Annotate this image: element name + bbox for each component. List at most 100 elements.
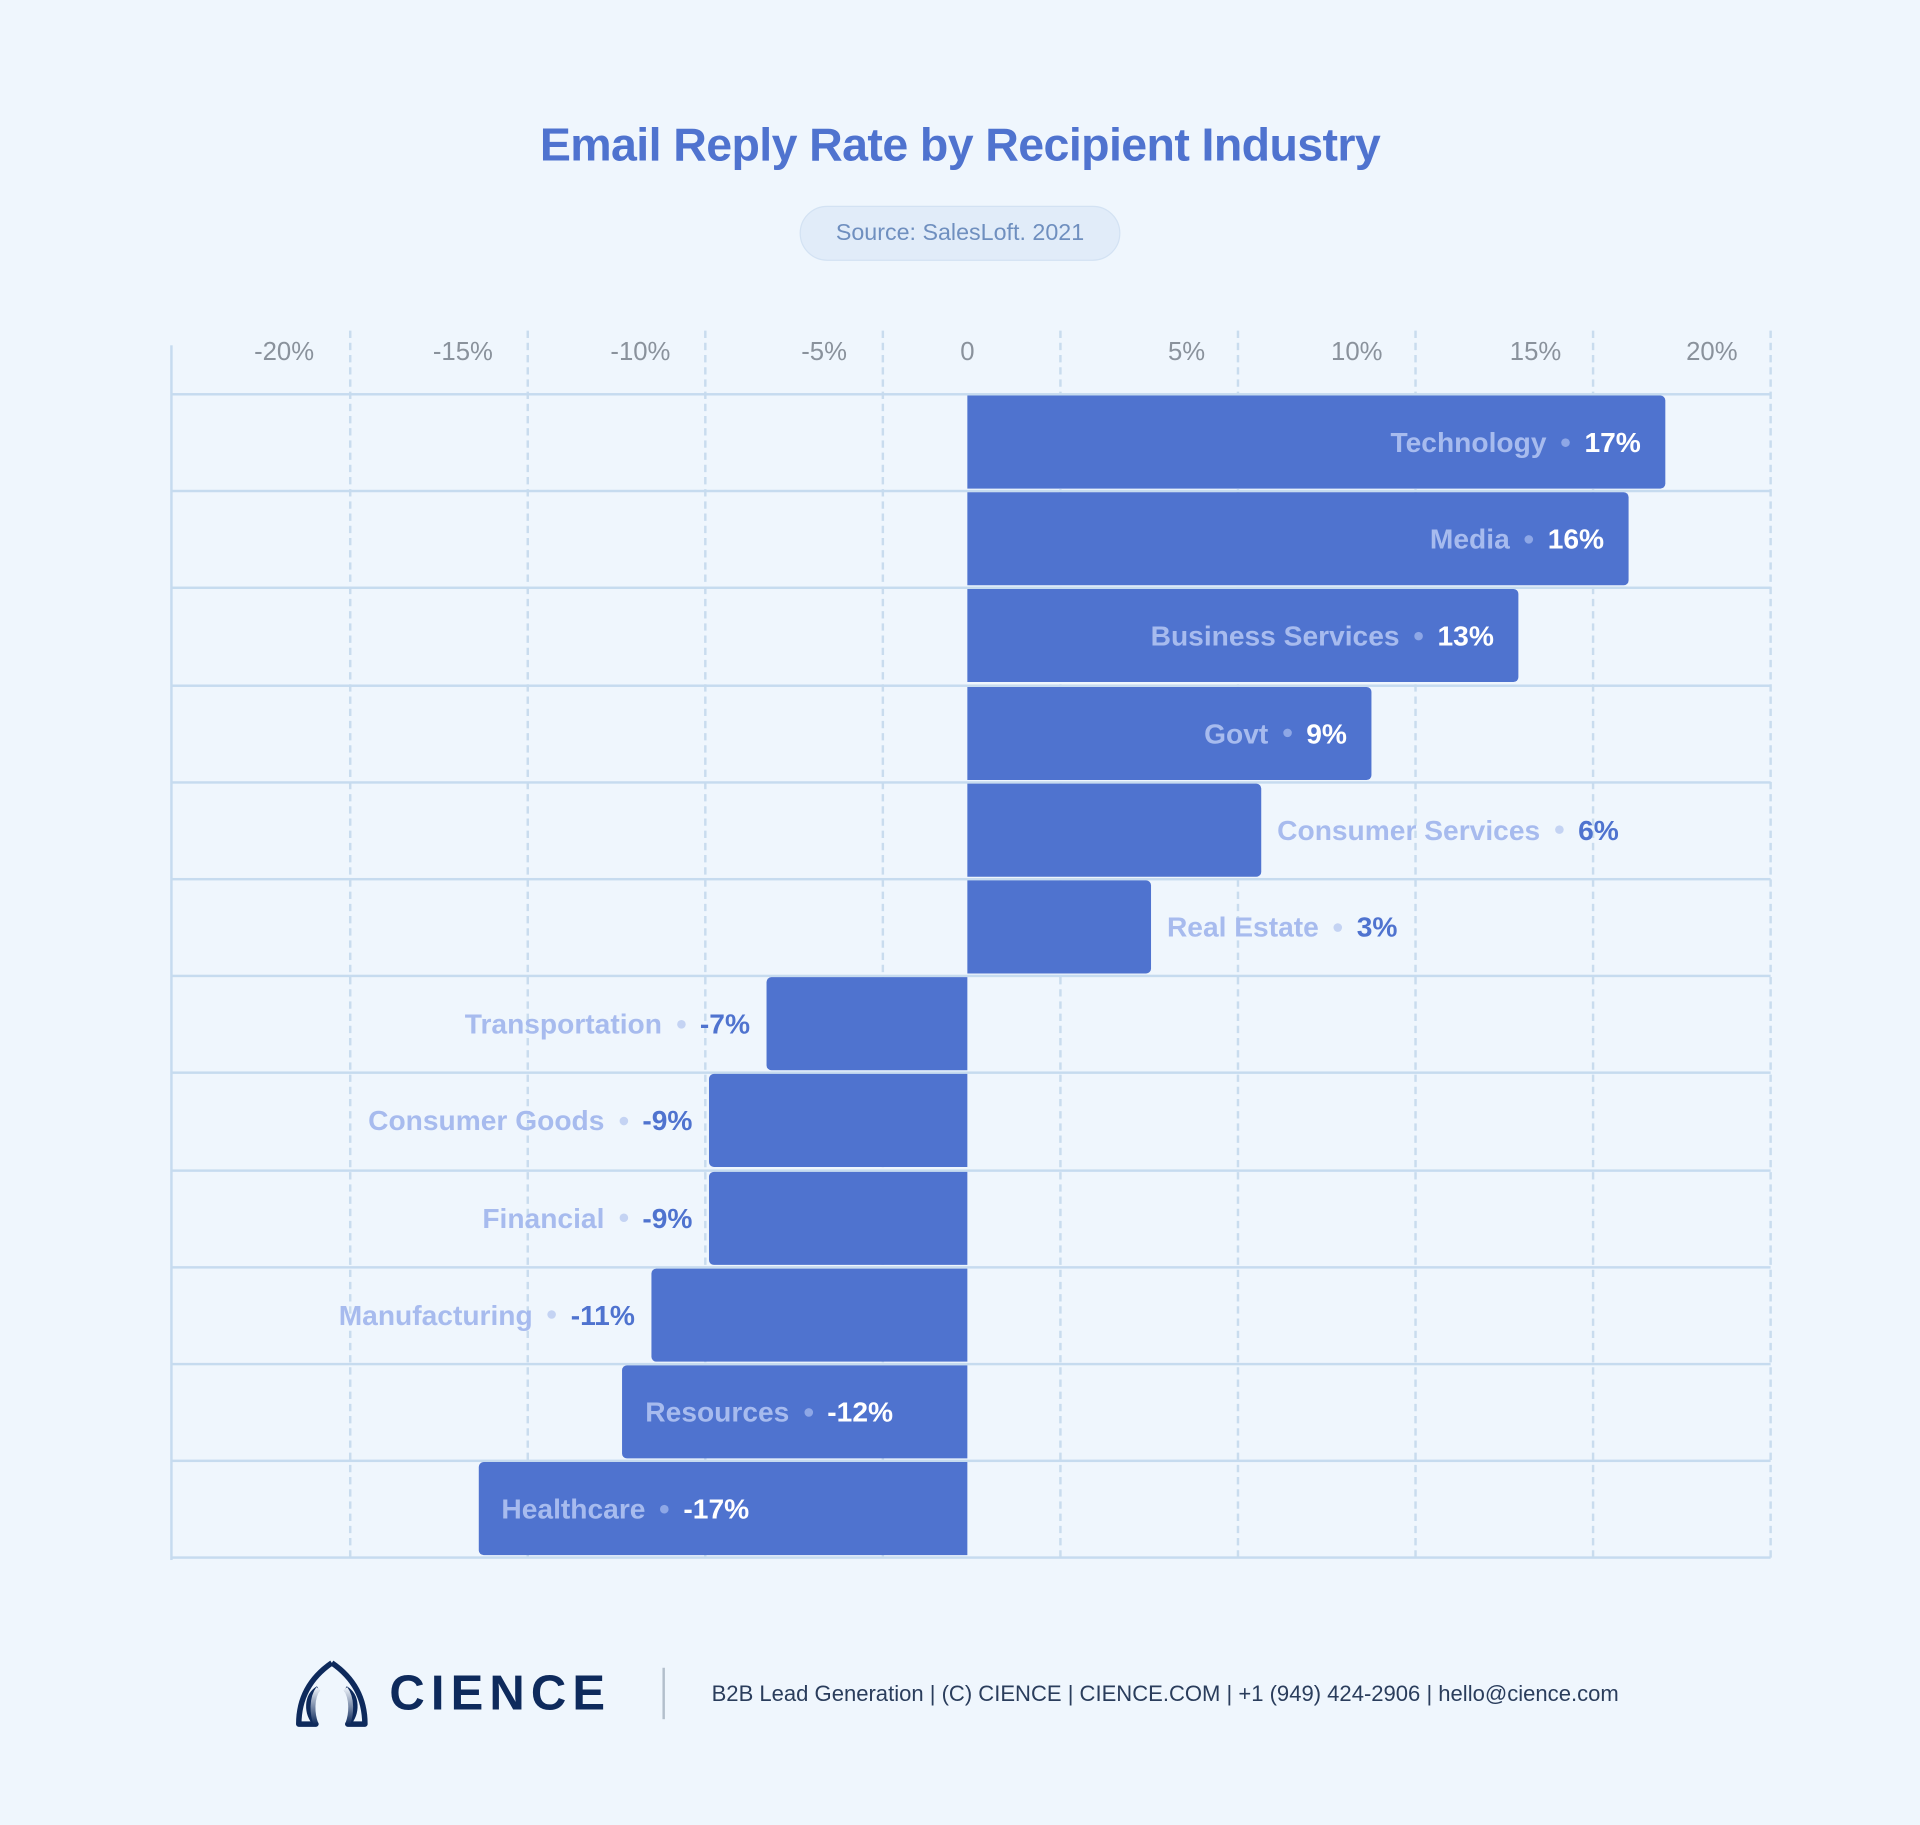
data-label: Govt 9% [1204, 686, 1347, 779]
bar-business-services [967, 589, 1519, 683]
category-label: Business Services [1150, 620, 1400, 652]
separator-dot-icon [1333, 922, 1343, 932]
gridline [881, 330, 885, 1558]
data-label: Consumer Goods -9% [368, 1074, 692, 1167]
category-label: Financial [482, 1201, 605, 1234]
value-label: 16% [1547, 523, 1605, 555]
gridline [348, 330, 352, 1558]
value-label: 17% [1584, 426, 1641, 458]
logo-text: CIENCE [389, 1665, 612, 1720]
row-divider [171, 1362, 1771, 1366]
category-label: Govt [1204, 717, 1269, 749]
separator-dot-icon [1554, 825, 1564, 835]
data-label: Media 16% [1430, 492, 1604, 585]
row-divider [171, 490, 1771, 493]
row-divider [171, 877, 1771, 881]
separator-dot-icon [1524, 534, 1534, 544]
row-divider [171, 1265, 1771, 1269]
bar-govt [967, 686, 1372, 780]
data-label: Consumer Services 6% [1277, 783, 1619, 876]
row-divider [171, 587, 1771, 590]
bar-resources [622, 1365, 968, 1459]
row-divider [171, 1459, 1771, 1463]
bar-transportation [765, 977, 968, 1071]
footer: CIENCE B2B Lead Generation | (C) CIENCE … [294, 1659, 1619, 1728]
bar-consumer-goods [708, 1074, 968, 1168]
row-divider [171, 393, 1771, 396]
data-label: Resources -12% [645, 1365, 893, 1458]
row-divider [171, 683, 1771, 687]
row-divider [171, 974, 1771, 978]
category-label: Manufacturing [338, 1298, 533, 1331]
separator-dot-icon [547, 1310, 556, 1320]
category-label: Real Estate [1166, 911, 1319, 943]
value-label: 13% [1437, 620, 1494, 652]
data-label: Healthcare -17% [501, 1462, 749, 1555]
data-label: Real Estate 3% [1167, 880, 1398, 973]
separator-dot-icon [1561, 437, 1570, 447]
data-label: Financial -9% [482, 1171, 692, 1264]
value-label: -12% [827, 1395, 894, 1428]
category-label: Resources [645, 1395, 790, 1428]
gridline [1236, 330, 1240, 1558]
bar-consumer-services [967, 783, 1262, 877]
x-tick-label: -5% [801, 337, 847, 367]
source-badge: Source: SalesLoft. 2021 [799, 205, 1121, 261]
gridline [704, 330, 707, 1558]
row-divider [171, 1168, 1771, 1172]
category-label: Technology [1390, 426, 1547, 458]
value-label: -9% [642, 1201, 693, 1234]
value-label: -7% [699, 1007, 751, 1040]
gridline [1769, 330, 1772, 1558]
gridline [1414, 330, 1417, 1558]
x-tick-label: -20% [254, 337, 315, 367]
chart-title: Email Reply Rate by Recipient Industry [539, 120, 1381, 172]
footer-text: B2B Lead Generation | (C) CIENCE | CIENC… [711, 1680, 1619, 1706]
bar-real-estate [967, 880, 1152, 974]
category-label: Media [1429, 523, 1510, 555]
value-label: 9% [1306, 717, 1347, 749]
category-label: Healthcare [501, 1492, 646, 1525]
bar-technology [967, 395, 1666, 489]
y-axis-line [170, 345, 173, 1561]
x-tick-label: 5% [1167, 337, 1206, 367]
bar-chart: -20% -15% -10% -5% 0 5% 10% 15% 20% Technology 17%… [170, 330, 1772, 1561]
x-tick-label: 10% [1331, 337, 1383, 367]
footer-divider [662, 1667, 666, 1720]
row-divider [171, 780, 1771, 784]
separator-dot-icon [619, 1116, 628, 1126]
x-tick-label: 0 [960, 337, 975, 367]
separator-dot-icon [619, 1213, 628, 1223]
separator-dot-icon [1414, 631, 1423, 641]
cience-logo-icon [296, 1660, 368, 1727]
bar-financial [708, 1171, 968, 1265]
value-label: -11% [570, 1298, 635, 1331]
separator-dot-icon [660, 1504, 669, 1514]
value-label: 3% [1356, 911, 1398, 943]
category-label: Consumer Goods [368, 1104, 605, 1137]
x-tick-label: 20% [1686, 337, 1738, 367]
gridline [1591, 330, 1595, 1558]
data-label: Business Services 13% [1151, 589, 1494, 682]
x-tick-label: -15% [432, 337, 493, 367]
separator-dot-icon [676, 1019, 686, 1029]
data-label: Technology 17% [1391, 396, 1641, 489]
x-tick-label: 15% [1509, 337, 1562, 367]
row-divider [171, 1556, 1771, 1560]
bar-healthcare [478, 1462, 968, 1556]
gridline [526, 330, 529, 1558]
category-label: Consumer Services [1277, 814, 1541, 846]
bar-manufacturing [650, 1268, 968, 1362]
value-label: -17% [683, 1492, 750, 1525]
x-tick-label: -10% [610, 337, 671, 367]
separator-dot-icon [1282, 728, 1292, 738]
separator-dot-icon [804, 1407, 813, 1417]
data-label: Manufacturing -11% [339, 1268, 635, 1361]
value-label: 6% [1578, 814, 1619, 846]
category-label: Transportation [464, 1007, 662, 1040]
bar-media [967, 492, 1629, 586]
value-label: -9% [642, 1104, 693, 1137]
data-label: Transportation -7% [465, 977, 750, 1070]
row-divider [171, 1071, 1771, 1075]
